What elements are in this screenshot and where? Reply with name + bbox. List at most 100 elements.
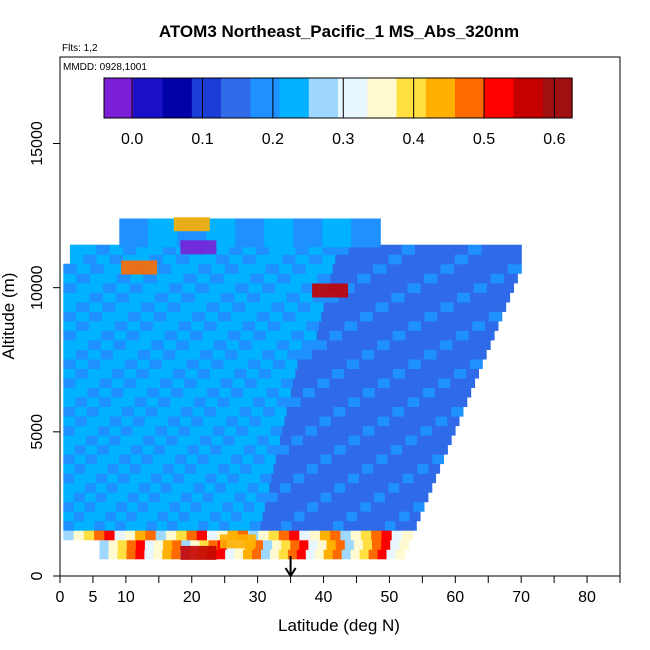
- heatmap-cell: [296, 501, 308, 512]
- heatmap-cell: [170, 273, 185, 284]
- heatmap-cell: [443, 425, 456, 436]
- heatmap-cell: [309, 492, 322, 503]
- heatmap-cell: [250, 520, 262, 531]
- heatmap-cell: [352, 339, 366, 350]
- heatmap-cell: [284, 301, 299, 312]
- heatmap-cell: [370, 273, 385, 284]
- heatmap-cell: [473, 349, 487, 360]
- heatmap-cell: [368, 406, 382, 417]
- heatmap-cell: [281, 520, 293, 531]
- heatmap-cell: [352, 492, 365, 503]
- heatmap-cell: [312, 520, 324, 531]
- heatmap-cell: [211, 435, 224, 446]
- heatmap-cell: [310, 406, 323, 417]
- heatmap-cell: [371, 358, 385, 369]
- heatmap-cell: [143, 435, 156, 446]
- x-axis-title: Latitude (deg N): [278, 616, 400, 635]
- heatmap-cell: [207, 292, 222, 303]
- heatmap-cell: [103, 273, 118, 284]
- heatmap-cell: [396, 358, 409, 369]
- heatmap-cell: [282, 311, 296, 322]
- heatmap-cell: [163, 539, 173, 550]
- heatmap-cell: [312, 349, 325, 360]
- heatmap-cell: [309, 454, 321, 465]
- heatmap-cell: [407, 396, 420, 407]
- heatmap-cell: [156, 273, 171, 284]
- heatmap-cell: [63, 454, 76, 465]
- heatmap-cell: [246, 368, 260, 379]
- heatmap-cell: [127, 492, 139, 503]
- heatmap-cell: [223, 435, 235, 446]
- heatmap-cell: [123, 387, 136, 398]
- heatmap-cell: [286, 454, 299, 465]
- heatmap-cell: [215, 244, 230, 255]
- heatmap-cell: [194, 292, 209, 303]
- heatmap-cell: [243, 549, 253, 560]
- heatmap-cell: [397, 425, 410, 436]
- heatmap-cell: [135, 520, 147, 531]
- heatmap-cell: [328, 425, 341, 436]
- heatmap-cell: [115, 301, 129, 312]
- heatmap-cell: [283, 368, 296, 379]
- heatmap-cell: [128, 301, 142, 312]
- colorbar-swatch: [367, 78, 398, 118]
- heatmap-cell: [298, 454, 310, 465]
- heatmap-cell: [308, 254, 323, 265]
- heatmap-cell: [148, 377, 161, 388]
- heatmap-cell: [204, 482, 216, 493]
- heatmap-cell: [234, 492, 247, 503]
- heatmap-cell: [268, 530, 280, 541]
- heatmap-cell: [413, 501, 425, 512]
- heatmap-cell: [375, 254, 390, 265]
- heatmap-cell: [389, 377, 403, 388]
- heatmap-cell: [401, 301, 416, 312]
- heatmap-cell: [224, 492, 236, 503]
- heatmap-cell: [439, 406, 452, 417]
- heatmap-cell: [381, 282, 395, 293]
- heatmap-cell: [150, 482, 162, 493]
- heatmap-cell: [395, 520, 407, 531]
- heatmap-cell: [374, 387, 388, 398]
- heatmap-cell: [477, 339, 491, 350]
- heatmap-cell: [208, 539, 219, 550]
- heatmap-cell: [87, 358, 101, 369]
- heatmap-cell: [300, 396, 314, 407]
- heatmap-cell: [248, 358, 261, 369]
- heatmap-cell: [377, 377, 391, 388]
- heatmap-cell: [176, 339, 190, 350]
- heatmap-cell: [434, 282, 448, 293]
- heatmap-cell: [160, 482, 173, 493]
- heatmap-cell: [63, 358, 77, 369]
- heatmap-cell: [236, 482, 249, 493]
- heatmap-cell: [201, 425, 214, 436]
- heatmap-cell: [397, 273, 412, 284]
- heatmap-cell: [364, 339, 378, 350]
- heatmap-cell: [386, 349, 400, 360]
- heatmap-cell: [180, 501, 192, 512]
- heatmap-cell: [345, 482, 357, 493]
- heatmap-cell: [269, 549, 280, 560]
- heatmap-cell: [74, 435, 87, 446]
- heatmap-cell: [189, 511, 201, 522]
- heatmap-cell: [227, 406, 241, 417]
- heatmap-cell: [402, 530, 413, 541]
- heatmap-cell: [171, 263, 186, 274]
- heatmap-cell: [277, 492, 289, 503]
- heatmap-cell: [124, 358, 138, 369]
- heatmap-cell: [126, 539, 137, 550]
- x-tick-label: 0: [56, 589, 65, 606]
- heatmap-cell: [122, 396, 136, 407]
- heatmap-cell: [379, 330, 394, 341]
- heatmap-cell: [409, 511, 421, 522]
- heatmap-cell: [238, 473, 250, 484]
- heatmap-cell: [404, 292, 419, 303]
- heatmap-cell: [359, 263, 374, 274]
- heatmap-cell: [126, 339, 140, 350]
- heatmap-cell: [289, 530, 300, 541]
- heatmap-cell: [96, 244, 111, 255]
- heatmap-cell: [147, 511, 159, 522]
- heatmap-cell: [319, 263, 334, 274]
- heatmap-cell: [276, 339, 290, 350]
- heatmap-cell: [344, 368, 357, 379]
- heatmap-cell: [263, 539, 273, 550]
